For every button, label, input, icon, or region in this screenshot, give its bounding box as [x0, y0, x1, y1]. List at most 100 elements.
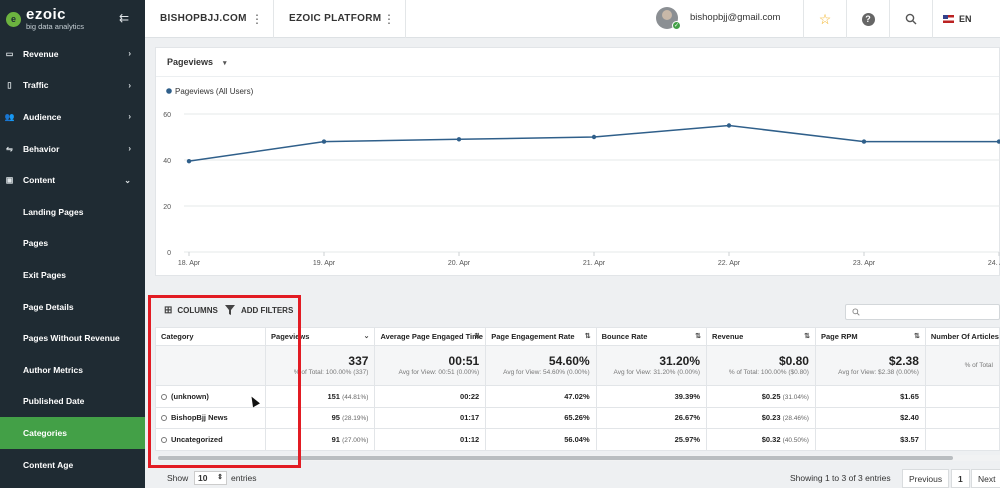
page-1-button[interactable]: 1 [951, 469, 970, 488]
sidebar-item-categories[interactable]: Categories [0, 417, 145, 449]
add-filters-label: ADD FILTERS [241, 305, 294, 315]
data-point [186, 158, 192, 164]
cell-value: 56.04% [564, 434, 590, 444]
sort-icon[interactable]: ⇅ [914, 333, 920, 340]
table-cell: 65.26% [485, 406, 597, 429]
sidebar-item-label: Exit Pages [23, 269, 66, 280]
sidebar-item-label: Audience [23, 111, 62, 122]
total-cell: 00:51 Avg for View: 00:51 (0.00%) [374, 345, 487, 386]
verified-check-icon: ✓ [672, 21, 681, 30]
scrollbar-thumb[interactable] [158, 456, 953, 460]
sidebar-item-content-age[interactable]: Content Age [0, 449, 145, 481]
sidebar-item-audience[interactable]: 👥 Audience › [0, 101, 145, 133]
columns-icon: ⊞ [164, 305, 173, 316]
table-cell: 39.39% [595, 385, 708, 408]
page-size-value: 10 [198, 473, 208, 483]
highlight-box [148, 295, 301, 468]
behavior-icon: ⇋ [6, 144, 13, 154]
column-header[interactable]: Number Of Articles [924, 327, 1000, 346]
user-email[interactable]: bishopbjj@gmail.com [690, 12, 781, 23]
cell-value: $2.40 [900, 413, 919, 423]
sidebar-item-label: Pages [23, 238, 49, 249]
sidebar-item-pages[interactable]: Pages [0, 228, 145, 260]
brand-tagline: big data analytics [26, 22, 84, 32]
column-header[interactable]: Bounce Rate ⇅ [595, 327, 708, 346]
column-header[interactable]: Page Engagement Rate ⇅ [485, 327, 597, 346]
columns-label: COLUMNS [177, 306, 218, 315]
platform-more-icon[interactable]: ⋮ [383, 12, 395, 26]
table-cell: 01:12 [374, 428, 487, 451]
sidebar-item-landing-pages[interactable]: Landing Pages [0, 196, 145, 228]
sidebar-item-exit-pages[interactable]: Exit Pages [0, 259, 145, 291]
table-cell: 47.02% [485, 385, 597, 408]
table-row[interactable]: Uncategorized 91 (27.00%) 01:12 56.04% 25.97… [154, 428, 1000, 451]
column-header[interactable]: Page RPM ⇅ [814, 327, 926, 346]
sort-icon[interactable]: ⇅ [804, 333, 810, 340]
sort-icon[interactable]: ⇅ [584, 333, 591, 340]
language-code: EN [959, 14, 972, 24]
total-subtext: Avg for View: 54.60% (0.00%) [503, 369, 590, 376]
drilldown-icon[interactable] [161, 415, 167, 422]
sidebar-item-author-metrics[interactable]: Author Metrics [0, 354, 145, 386]
add-filters-button[interactable]: ADD FILTERS [225, 305, 293, 315]
sidebar-item-pages-without-revenue[interactable]: Pages Without Revenue [0, 322, 145, 354]
table-cell: $0.32 (40.50%) [706, 428, 816, 451]
cell-value: 25.97% [674, 434, 701, 444]
cell-value: 01:12 [460, 434, 480, 444]
page-size-select[interactable]: 10 ⇕ [194, 471, 227, 485]
us-flag-icon [943, 15, 954, 23]
table-cell: 25.97% [595, 428, 708, 451]
total-value: $0.80 [778, 354, 809, 368]
sort-icon[interactable]: ⌄ [363, 333, 370, 340]
horizontal-scrollbar[interactable] [155, 455, 1000, 461]
divider [273, 0, 274, 38]
favorite-button[interactable]: ☆ [803, 0, 846, 38]
sidebar-item-label: Page Details [23, 301, 74, 312]
data-point [591, 134, 597, 140]
sort-icon[interactable]: ⇅ [474, 333, 481, 340]
search-button[interactable] [889, 0, 932, 38]
entries-label: entries [231, 473, 257, 483]
table-row[interactable]: BishopBjj News 95 (28.19%) 01:17 65.26% 26.6… [154, 406, 1000, 429]
data-point [321, 139, 327, 144]
sidebar-item-behavior[interactable]: ⇋ Behavior › [0, 133, 145, 165]
drilldown-icon[interactable] [161, 436, 167, 443]
total-value: 00:51 [448, 354, 480, 368]
drilldown-icon[interactable] [161, 393, 167, 400]
columns-button[interactable]: ⊞ COLUMNS [164, 305, 218, 316]
sidebar-item-published-date[interactable]: Published Date [0, 386, 145, 418]
cell-value: Uncategorized [171, 434, 223, 444]
sidebar-item-label: Pages Without Revenue [23, 333, 120, 344]
table-search-input[interactable] [845, 304, 1000, 320]
entries-info: Showing 1 to 3 of 3 entries [790, 473, 891, 483]
brand-logo[interactable]: e ezoic big data analytics ⇇ [0, 0, 145, 38]
sidebar-item-revenue[interactable]: ▭ Revenue › [0, 38, 145, 70]
sidebar-item-traffic[interactable]: ▯ Traffic › [0, 70, 145, 102]
column-header[interactable]: Revenue ⇅ [706, 327, 816, 346]
site-more-icon[interactable]: ⋮ [251, 12, 263, 26]
previous-button[interactable]: Previous [902, 469, 950, 488]
sidebar-item-label: Categories [23, 427, 67, 438]
caret-down-icon: ▾ [223, 60, 227, 67]
data-point [726, 123, 732, 128]
language-selector[interactable]: EN [932, 0, 1000, 38]
cell-percent: (44.81%) [342, 393, 369, 401]
sidebar-item-content[interactable]: ▣ Content ⌄ [0, 164, 145, 196]
help-button[interactable]: ? [846, 0, 889, 38]
legend-marker [166, 88, 172, 94]
table-cell: $0.25 (31.04%) [706, 385, 816, 408]
metric-selector[interactable]: Pageviews ▾ [167, 57, 227, 67]
next-button[interactable]: Next [971, 469, 1000, 488]
site-selector[interactable]: BISHOPBJJ.COM [160, 13, 247, 24]
totals-row: 337% of Total: 100.00% (337) 00:51 Avg for… [154, 345, 1000, 386]
sort-icon[interactable]: ⇅ [695, 333, 702, 340]
sidebar-item-page-details[interactable]: Page Details [0, 291, 145, 323]
platform-selector[interactable]: EZOIC PLATFORM [289, 13, 382, 24]
collapse-sidebar-icon[interactable]: ⇇ [118, 11, 129, 25]
column-header[interactable]: Average Page Engaged Time ⇅ [374, 327, 487, 346]
chevron-right-icon: › [128, 80, 131, 90]
total-cell: 31.20% Avg for View: 31.20% (0.00%) [595, 345, 708, 386]
table-cell [924, 385, 1000, 408]
column-header[interactable]: Category [154, 327, 267, 346]
column-header[interactable]: Pageviews ⌄ [265, 327, 376, 346]
